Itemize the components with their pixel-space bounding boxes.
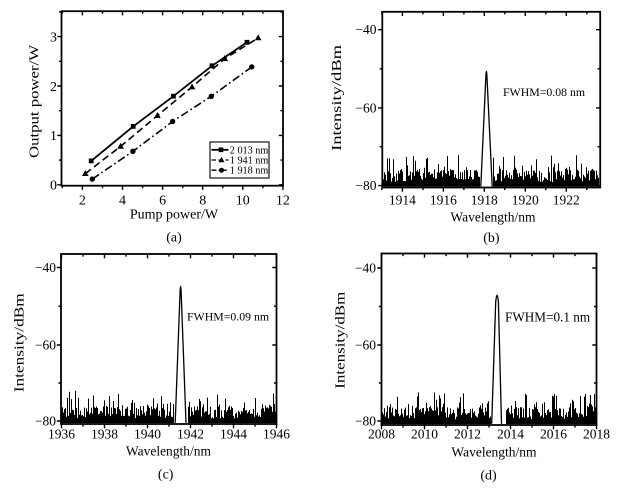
svg-text:12: 12 — [276, 194, 290, 209]
svg-text:1914: 1914 — [389, 193, 416, 208]
svg-text:1942: 1942 — [177, 427, 204, 442]
svg-text:FWHM=0.09 nm: FWHM=0.09 nm — [187, 310, 269, 324]
svg-text:2 013 nm: 2 013 nm — [230, 145, 269, 156]
svg-text:(a): (a) — [166, 230, 182, 245]
svg-text:2018: 2018 — [583, 427, 610, 442]
svg-text:1 941 nm: 1 941 nm — [230, 156, 269, 167]
svg-text:10: 10 — [236, 194, 250, 209]
svg-text:2016: 2016 — [540, 427, 567, 442]
svg-text:1938: 1938 — [91, 427, 118, 442]
svg-text:0: 0 — [50, 179, 57, 194]
svg-text:2012: 2012 — [454, 427, 481, 442]
svg-text:−80: −80 — [355, 178, 376, 193]
svg-text:2010: 2010 — [411, 427, 438, 442]
svg-text:1940: 1940 — [134, 427, 161, 442]
svg-text:Output power/W: Output power/W — [28, 44, 43, 158]
svg-text:2: 2 — [50, 80, 57, 95]
svg-text:FWHM=0.08 nm: FWHM=0.08 nm — [503, 85, 585, 99]
svg-text:2014: 2014 — [497, 427, 524, 442]
svg-text:−60: −60 — [35, 338, 56, 353]
svg-text:FWHM=0.1 nm: FWHM=0.1 nm — [505, 310, 591, 325]
svg-text:3: 3 — [50, 30, 57, 45]
svg-text:1922: 1922 — [553, 193, 580, 208]
svg-text:1916: 1916 — [430, 193, 457, 208]
svg-text:(d): (d) — [480, 468, 497, 483]
svg-text:4: 4 — [119, 194, 126, 209]
svg-text:Intensity/dBm: Intensity/dBm — [11, 293, 26, 393]
svg-text:(c): (c) — [158, 467, 174, 482]
svg-text:−40: −40 — [35, 260, 56, 275]
svg-text:8: 8 — [199, 194, 206, 209]
svg-text:(b): (b) — [483, 231, 500, 246]
svg-text:6: 6 — [159, 194, 166, 209]
svg-text:1946: 1946 — [263, 427, 290, 442]
svg-text:−60: −60 — [355, 100, 376, 115]
svg-text:2: 2 — [79, 194, 86, 209]
svg-text:1944: 1944 — [220, 427, 247, 442]
svg-text:1920: 1920 — [512, 193, 539, 208]
svg-text:Wavelength/nm: Wavelength/nm — [450, 210, 536, 225]
svg-text:Wavelength/nm: Wavelength/nm — [126, 444, 212, 459]
svg-text:1936: 1936 — [48, 427, 75, 442]
svg-text:−40: −40 — [355, 261, 376, 276]
svg-text:Intensity/dBm: Intensity/dBm — [332, 291, 347, 389]
svg-text:−60: −60 — [355, 338, 376, 353]
svg-text:2008: 2008 — [368, 427, 395, 442]
svg-text:Intensity/dBm: Intensity/dBm — [329, 44, 344, 151]
svg-text:−80: −80 — [355, 414, 376, 429]
svg-text:Pump power/W: Pump power/W — [130, 208, 219, 223]
svg-text:−40: −40 — [355, 22, 376, 37]
svg-text:1918: 1918 — [471, 193, 498, 208]
svg-text:1: 1 — [50, 129, 57, 144]
svg-text:−80: −80 — [35, 414, 56, 429]
svg-text:1 918 nm: 1 918 nm — [230, 166, 269, 177]
svg-text:Wavelength/nm: Wavelength/nm — [451, 445, 537, 460]
